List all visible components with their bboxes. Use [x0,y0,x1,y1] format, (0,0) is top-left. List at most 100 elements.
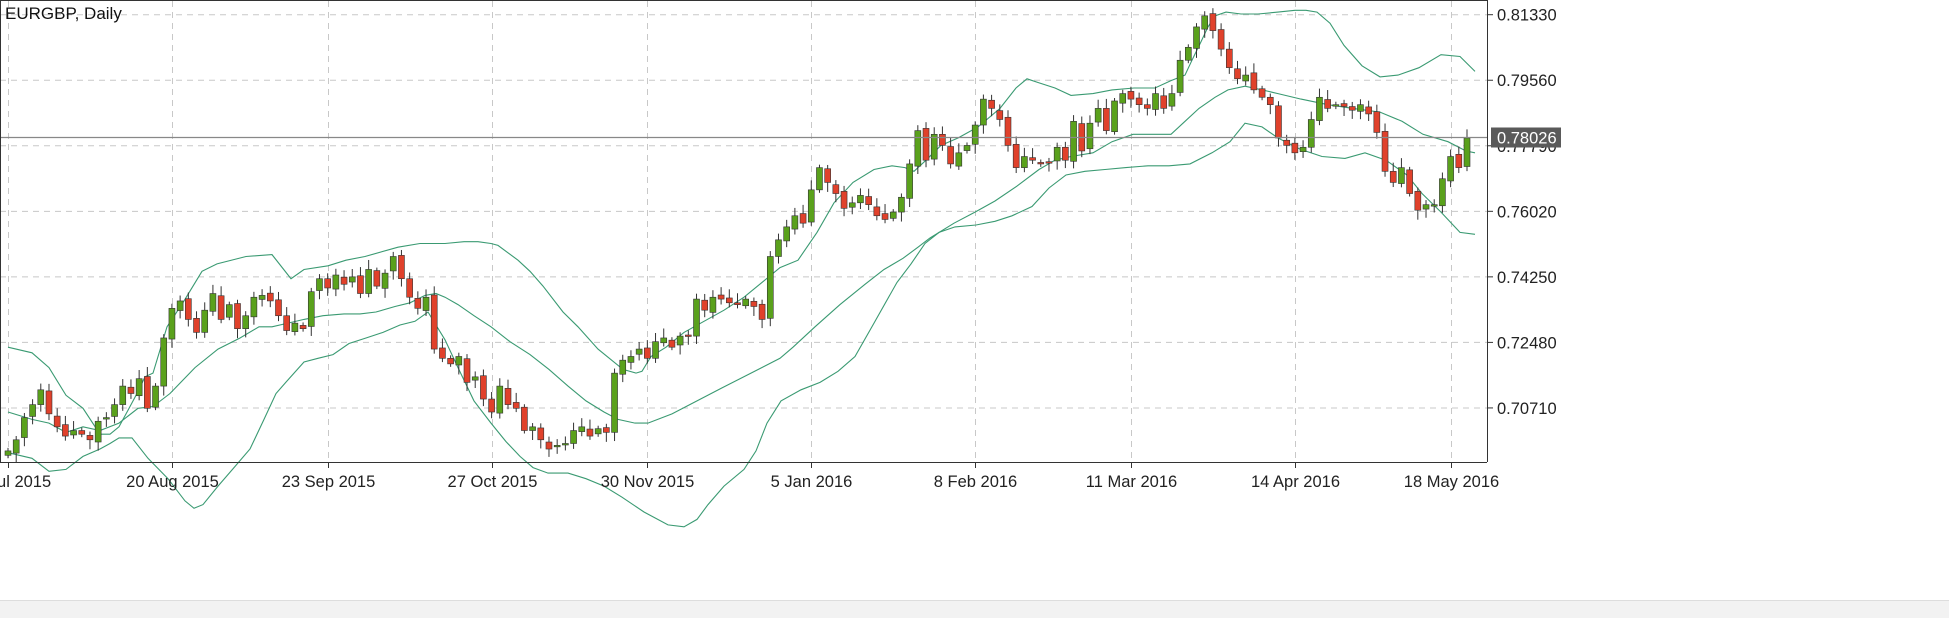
axes: 0.813300.795600.777900.760200.742500.724… [0,0,1561,491]
candle-body-down [463,358,471,383]
candle [1193,23,1200,58]
candle [996,104,1004,127]
candle [1152,86,1159,116]
candle [881,204,889,224]
candle [45,383,53,421]
candle-body-down [504,388,512,405]
candle-body-up [226,304,233,318]
candle-body-down [217,295,225,320]
candle-body-up [1430,204,1438,207]
candle-body-up [676,335,684,346]
candle [603,423,610,442]
candle [750,297,758,316]
candle-body-down [881,213,889,220]
candle-body-down [586,428,594,437]
candle [340,270,348,291]
candle [168,303,176,348]
candle-body-down [1209,13,1217,31]
candle-body-down [1144,104,1151,109]
candle [545,436,553,457]
candle-body-up [955,152,963,167]
bollinger-bands [7,9,1476,528]
candle [1094,99,1102,127]
candle [988,94,995,117]
candle [62,415,69,441]
candle [685,330,692,345]
candle [578,418,586,437]
candle-body-up [627,356,635,363]
candle [807,180,815,226]
candle-body-up [168,308,176,340]
candle [1201,11,1209,38]
candle [398,249,405,287]
candle [266,286,274,308]
candle-body-up [152,385,159,408]
candle [1430,199,1438,213]
candle [955,143,963,170]
candle-body-down [406,278,413,298]
candle-body-down [996,110,1004,120]
candle [1070,115,1077,169]
candle-body-up [562,443,569,446]
candle-body-down [439,347,446,359]
candle-body-down [1217,29,1225,50]
candle-body-up [103,417,110,420]
candle [734,293,741,309]
candle [258,289,266,307]
x-tick-label: 23 Sep 2015 [282,473,376,491]
candle [226,301,233,321]
current-price-value: 0.78026 [1497,130,1557,148]
candle-body-down [537,427,545,441]
candle-body-down [1045,161,1053,164]
candle [160,334,168,396]
candle [857,188,864,210]
candle [1373,104,1381,139]
candle-body-up [1299,146,1307,153]
candle-body-up [1119,93,1127,104]
candle [1111,98,1118,135]
candle [701,293,709,318]
candle [676,332,684,355]
candle [250,291,258,325]
candle-body-down [299,325,307,329]
candle-body-down [1225,48,1233,68]
candle [963,142,971,154]
x-tick-label: 8 Feb 2016 [934,473,1017,491]
candle [201,302,209,338]
x-tick-label: 11 Mar 2016 [1086,473,1177,491]
candle [766,251,774,327]
candle-body-down [799,213,807,224]
candle [1021,147,1028,173]
candle [512,392,520,413]
candle-body-up [471,376,479,381]
candle-body-down [1029,157,1036,161]
candle [1004,110,1012,152]
candle [1389,162,1397,188]
candle-body-down [86,435,94,441]
candle-body-up [348,276,356,283]
candle [898,193,905,222]
candle-body-up [611,372,618,433]
candle-body-up [1242,74,1249,82]
candle-body-up [1463,137,1471,167]
candle-body-down [545,441,553,450]
candle-body-down [1340,103,1348,107]
candle-body-down [603,427,610,433]
candle-body-down [873,206,881,217]
candle [12,436,20,463]
candle-body-down [373,270,381,287]
candle [135,370,143,401]
candle-body-down [1348,106,1356,111]
candle [1225,42,1233,74]
candle [1168,84,1176,111]
candle [1045,157,1053,172]
candle-body-up [709,296,717,313]
candle-body-down [275,299,282,317]
candle [1332,101,1340,110]
candle-body-down [185,298,192,320]
candle-body-down [447,358,454,365]
candle-body-down [266,292,274,302]
candle [824,164,831,192]
candle [176,295,184,319]
